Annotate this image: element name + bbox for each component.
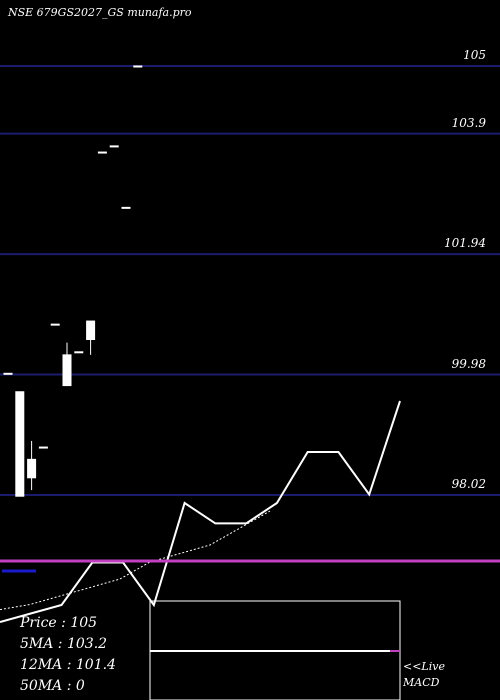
candle-body <box>15 391 25 497</box>
y-tick-label: 101.94 <box>444 236 486 250</box>
y-tick-label: 99.98 <box>451 357 486 371</box>
ma5-readout: 5MA : 103.2 <box>20 636 108 652</box>
candles <box>3 65 143 497</box>
volume-panel <box>0 400 500 623</box>
candle-body <box>133 65 143 68</box>
candle-body <box>86 320 96 341</box>
ma50-readout: 50MA : 0 <box>20 678 85 694</box>
candle-body <box>38 446 48 449</box>
candle-body <box>62 354 72 387</box>
candle-body <box>74 351 84 354</box>
macd-label: MACD <box>403 676 440 689</box>
chart-title: NSE 679GS2027_GS munafa.pro <box>8 6 192 19</box>
macd-live-link[interactable]: <<Live <box>403 660 445 673</box>
ma-dotted-line <box>0 510 271 611</box>
y-tick-label: 98.02 <box>451 477 486 491</box>
candle-body <box>121 206 131 209</box>
grid-lines <box>0 65 500 496</box>
y-tick-label: 103.9 <box>451 116 486 130</box>
price-readout: Price : 105 <box>20 615 98 631</box>
candle-body <box>50 323 60 326</box>
macd-panel <box>149 600 401 700</box>
ma12-readout: 12MA : 101.4 <box>20 657 116 673</box>
candle-body <box>97 151 107 154</box>
y-tick-label: 105 <box>463 48 486 62</box>
candle-body <box>109 145 119 148</box>
candle-body <box>27 458 37 479</box>
candle-body <box>3 372 13 375</box>
volume-line <box>0 400 401 623</box>
